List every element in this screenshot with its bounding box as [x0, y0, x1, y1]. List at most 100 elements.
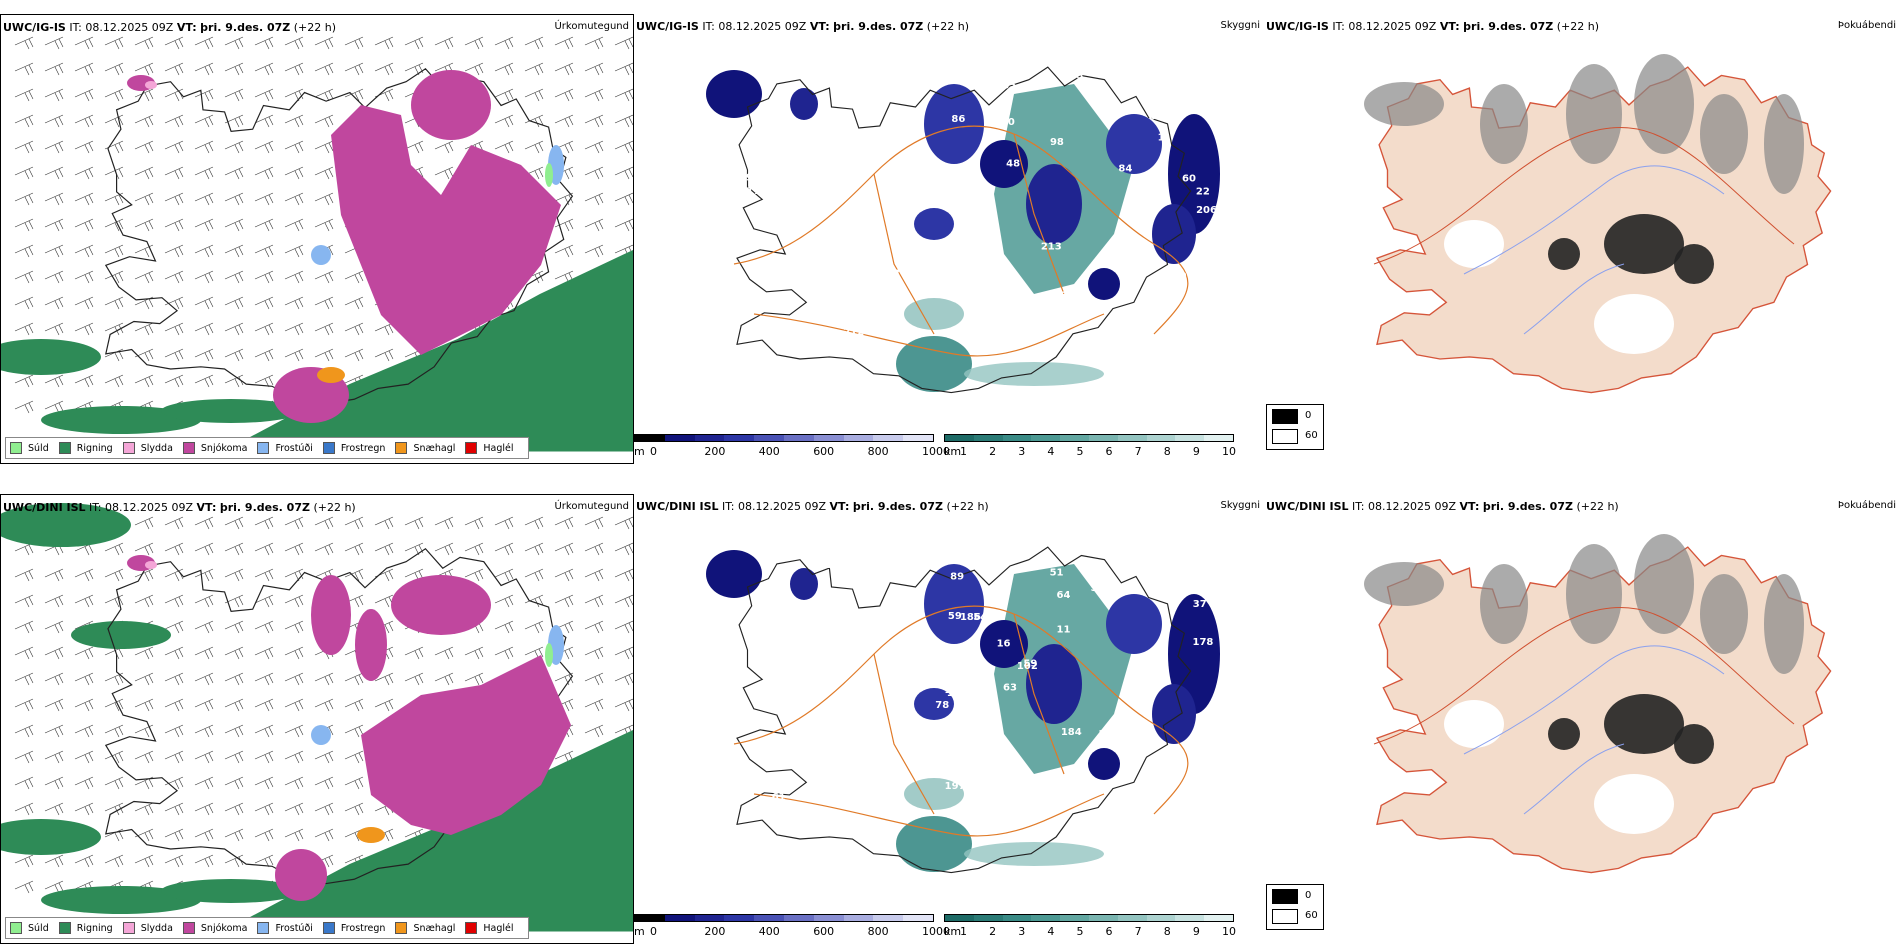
it-label: IT:: [89, 501, 102, 514]
low-ceiling-cell: [706, 550, 762, 598]
iceland-outline: [736, 66, 1192, 394]
ceiling-value-label: 84: [1118, 163, 1132, 174]
low-ceiling-cell: [790, 568, 818, 600]
low-ceiling-cell: [914, 208, 954, 240]
legend-item: Súld: [10, 922, 49, 934]
legend-label: Rigning: [76, 922, 113, 934]
lead-time: (+22 h): [313, 501, 356, 514]
ceiling-value-label: 59: [1023, 658, 1037, 669]
it-value: 08.12.2025 09Z: [105, 501, 194, 514]
drizzle-cell: [545, 163, 553, 187]
it-value: 08.12.2025 09Z: [1368, 500, 1457, 513]
model-name: UWC/DINI ISL: [1266, 500, 1349, 513]
ceiling-value-label: 55: [1137, 241, 1151, 252]
ceiling-value-label: 55: [1091, 583, 1105, 594]
colorbar-tick: 1000: [922, 925, 950, 938]
legend-label: Snæhagl: [413, 442, 456, 454]
ceiling-value-label: 59: [948, 611, 962, 622]
legend-label-dark: 0: [1305, 890, 1312, 901]
ceiling-value-label: 98: [1050, 137, 1064, 148]
vt-value: þri. 9.des. 07Z: [1482, 500, 1573, 513]
colorbar-strip: [634, 914, 934, 922]
it-label: IT:: [702, 20, 715, 33]
colorbar-unit: m: [634, 445, 645, 458]
model-name: UWC/IG-IS: [3, 21, 66, 34]
ceiling-value-label: 186: [960, 612, 981, 623]
ceiling-value-label: 78: [935, 700, 949, 711]
legend-swatch: [395, 922, 408, 934]
sleet-cell: [145, 561, 157, 569]
legend-label: Súld: [28, 442, 49, 454]
snow-cell: [311, 575, 351, 655]
map-panel-visibility-ig-is: 59 60 98 22 64 64 45 73 280 86 50 55 84 93 79 49 41 95 10 8…: [634, 14, 1264, 464]
ceiling-value-label: 38: [808, 762, 822, 773]
glacier-cell: [1444, 220, 1504, 268]
map-canvas: 5960982264644573280865055849379494195108…: [634, 14, 1264, 464]
panel-title: UWC/IG-IS IT: 08.12.2025 09Z VT: þri. 9.…: [1266, 20, 1599, 33]
colorbar-tick: 8: [1163, 445, 1171, 458]
ceiling-value-label: 86: [951, 114, 965, 125]
ceiling-value-label: 16: [997, 639, 1011, 650]
ceiling-value-label: 100: [947, 688, 968, 699]
ceiling-value-label: 22: [1196, 186, 1210, 197]
colorbar-tick: 3: [1018, 925, 1026, 938]
ceiling-value-label: 83: [811, 206, 825, 217]
it-label: IT:: [722, 500, 735, 513]
ceiling-value-label: 250: [817, 313, 838, 324]
colorbar-tick: 1: [960, 925, 967, 938]
it-label: IT:: [1332, 20, 1345, 33]
visibility-cell: [964, 362, 1104, 386]
visibility-cell: [904, 778, 964, 810]
ceiling-value-label: 37: [1193, 599, 1207, 610]
ceiling-value-label: 15: [817, 250, 831, 261]
ceiling-value-label: 54: [871, 765, 885, 776]
field-label: Þokuábendi: [1837, 20, 1896, 31]
vt-label: VT:: [829, 500, 850, 513]
colorbar-tick: 5: [1076, 925, 1084, 938]
legend-swatch: [322, 922, 335, 934]
legend-label: Haglél: [483, 442, 514, 454]
ceiling-value-label: 1: [969, 703, 976, 714]
fog-cell: [1566, 544, 1622, 644]
colorbar-tick: 0: [650, 925, 657, 938]
ceiling-value-label: 197: [945, 781, 966, 792]
precip-type-legend: Súld Rigning Slydda Snjókoma Frostúði Frostre…: [5, 917, 529, 939]
legend-swatch: [182, 922, 195, 934]
ceiling-value-label: 148: [824, 180, 845, 191]
ceiling-value-label: 180: [819, 560, 840, 571]
legend-item: Rigning: [58, 442, 113, 454]
fog-index-legend: 0 60: [1266, 884, 1324, 930]
roads: [1373, 607, 1795, 745]
fog-cell: [1548, 238, 1580, 270]
ceiling-value-label: 45: [908, 244, 922, 255]
ceiling-value-label: 102: [1017, 661, 1038, 672]
map-panel-fog-ig-is: UWC/IG-IS IT: 08.12.2025 09Z VT: þri. 9.…: [1264, 14, 1900, 464]
visibility-colorbar: km 1 2 3 4 5 6 7 8 9 10: [944, 434, 1236, 462]
low-ceiling-cell: [924, 564, 984, 644]
vt-value: þri. 9.des. 07Z: [833, 20, 924, 33]
ceiling-value-label: 10: [884, 73, 898, 84]
model-name: UWC/DINI ISL: [3, 501, 86, 514]
legend-swatch: [257, 922, 270, 934]
colorbar-unit: km: [944, 445, 962, 458]
panel-title: UWC/DINI ISL IT: 08.12.2025 09Z VT: þri.…: [3, 501, 356, 514]
ceiling-value-label: 73: [1070, 71, 1084, 82]
low-ceiling-cell: [1026, 164, 1082, 244]
fog-cell: [1548, 718, 1580, 750]
snow-pellet-cell: [317, 367, 345, 383]
legend-label: Súld: [28, 922, 49, 934]
colorbar-tick: 9: [1192, 925, 1200, 938]
colorbar-tick: 1: [960, 445, 967, 458]
colorbar-strip: [944, 434, 1234, 442]
colorbar-tick: 7: [1134, 445, 1142, 458]
ceiling-value-label: 185: [995, 81, 1016, 92]
ceiling-value-label: 87: [789, 614, 803, 625]
colorbar-tick: 3: [1018, 445, 1026, 458]
ceiling-value-label: 184: [1061, 727, 1082, 738]
low-visibility-cell: [896, 336, 972, 392]
glacier-cell: [1594, 294, 1674, 354]
ceiling-value-label: 54: [973, 612, 987, 623]
ceiling-colorbar: m 0 200 400 600 800 1000: [634, 434, 950, 462]
ceiling-value-label: 56: [864, 761, 878, 772]
legend-item: Snjókoma: [182, 442, 247, 454]
